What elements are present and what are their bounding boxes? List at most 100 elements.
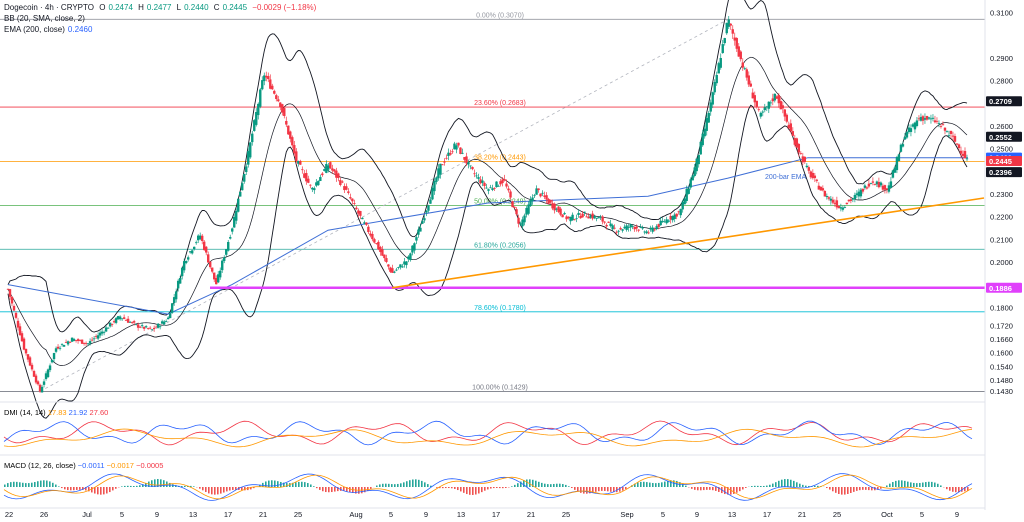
- candle-body: [383, 254, 386, 259]
- macd-histogram-bar: [541, 482, 543, 487]
- macd-histogram-bar: [67, 487, 69, 491]
- macd-histogram-bar: [604, 487, 606, 491]
- candle-body: [337, 173, 340, 178]
- macd-histogram-bar: [877, 487, 879, 490]
- candle-body: [32, 370, 36, 377]
- candle-body: [58, 347, 62, 349]
- candle-body: [36, 381, 40, 385]
- macd-histogram-bar: [223, 487, 225, 493]
- macd-histogram-bar: [283, 482, 285, 487]
- candle-body: [725, 22, 728, 34]
- candle-body: [333, 169, 336, 172]
- candle-body: [56, 346, 60, 349]
- candle-body: [84, 343, 88, 344]
- macd-histogram-bar: [634, 483, 636, 487]
- candle-body: [803, 156, 807, 162]
- candle-body: [655, 226, 658, 230]
- macd-legend[interactable]: MACD (12, 26, close) −0.0011 −0.0017 −0.…: [4, 461, 164, 470]
- ema-legend[interactable]: EMA (200, close) 0.2460: [4, 25, 93, 34]
- candle-body: [12, 306, 16, 311]
- macd-histogram-bar: [844, 487, 846, 495]
- candle-body: [8, 289, 12, 297]
- macd-histogram-bar: [955, 487, 957, 493]
- bb-legend[interactable]: BB (20, SMA, close, 2): [4, 14, 85, 23]
- macd-histogram-bar: [400, 483, 402, 487]
- candle-body: [457, 142, 460, 146]
- macd-histogram-bar: [712, 487, 714, 491]
- candle-body: [529, 199, 532, 207]
- symbol-name: Dogecoin · 4h · CRYPTO: [4, 3, 94, 12]
- macd-histogram-bar: [52, 482, 54, 487]
- candle-body: [275, 95, 278, 99]
- candle-body: [567, 216, 570, 219]
- macd-histogram-bar: [430, 485, 432, 487]
- candle-body: [215, 278, 218, 285]
- macd-histogram-bar: [382, 483, 384, 487]
- candle-body: [939, 126, 943, 127]
- candle-body: [42, 381, 46, 385]
- candle-body: [693, 167, 696, 176]
- macd-histogram-bar: [409, 480, 411, 487]
- candle-body: [425, 210, 428, 213]
- macd-histogram-bar: [556, 483, 558, 487]
- candle-body: [601, 216, 604, 222]
- high-value: 0.2477: [146, 3, 172, 12]
- candle-body: [170, 303, 174, 313]
- candle-body: [473, 173, 476, 175]
- candle-body: [205, 246, 208, 253]
- macd-histogram-bar: [889, 483, 891, 487]
- macd-histogram-bar: [292, 482, 294, 487]
- macd-histogram-bar: [664, 481, 666, 487]
- price-badge-label: 0.2396: [989, 168, 1012, 177]
- dmi-legend[interactable]: DMI (14, 14) 17.83 21.92 27.60: [4, 408, 109, 417]
- candle-body: [495, 181, 498, 188]
- candle-body: [389, 267, 392, 272]
- candle-body: [787, 124, 791, 129]
- candle-body: [182, 261, 186, 271]
- macd-histogram-bar: [886, 485, 888, 487]
- candle-body: [607, 221, 610, 223]
- candle-body: [919, 117, 923, 121]
- close-value: 0.2445: [222, 3, 248, 12]
- macd-histogram-bar: [13, 481, 15, 487]
- macd-histogram-bar: [244, 487, 246, 491]
- candle-body: [116, 316, 120, 320]
- drawn-lines[interactable]: [210, 197, 985, 290]
- candle-body: [689, 179, 692, 188]
- candle-body: [255, 111, 258, 125]
- candle-body: [325, 163, 328, 173]
- candle-body: [176, 280, 180, 289]
- candle-body: [937, 123, 941, 124]
- candle-body: [659, 220, 662, 226]
- macd-histogram-bar: [145, 482, 147, 487]
- macd-histogram-bar: [217, 487, 219, 495]
- price-tick-label: 0.1720: [990, 321, 1013, 330]
- macd-histogram-bar: [235, 487, 237, 490]
- candle-body: [64, 342, 68, 343]
- axis-bg: [985, 0, 1024, 522]
- candle-body: [737, 46, 740, 57]
- candle-body: [92, 338, 96, 340]
- candle-body: [909, 128, 913, 132]
- macd-histogram-bar: [466, 487, 468, 495]
- macd-histogram-bar: [523, 480, 525, 487]
- candle-body: [449, 153, 452, 155]
- symbol-header: Dogecoin · 4h · CRYPTO O 0.2474 H 0.2477 L…: [4, 3, 317, 12]
- macd-histogram-bar: [670, 480, 672, 487]
- candle-body: [445, 157, 448, 159]
- candle-body: [729, 23, 732, 26]
- macd-histogram-bar: [925, 482, 927, 487]
- macd-histogram-bar: [544, 483, 546, 487]
- candle-body: [559, 208, 562, 215]
- macd-histogram-bar: [916, 483, 918, 487]
- candle-body: [421, 221, 424, 224]
- candle-body: [645, 231, 648, 234]
- candle-body: [229, 237, 232, 239]
- candle-body: [751, 92, 754, 99]
- candle-body: [691, 175, 694, 181]
- candle-body: [14, 312, 18, 318]
- candle-body: [739, 51, 742, 60]
- candle-body: [703, 128, 706, 137]
- macd-histogram-bar: [49, 481, 51, 487]
